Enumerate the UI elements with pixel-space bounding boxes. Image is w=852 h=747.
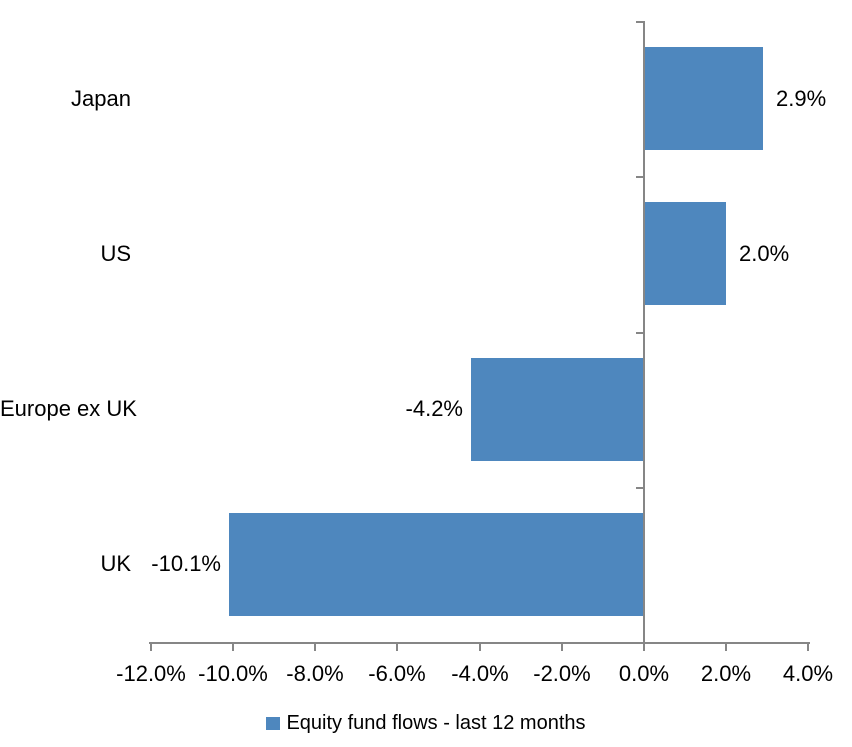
y-axis-line (643, 21, 645, 651)
y-axis-tick (636, 332, 643, 334)
x-axis-tick (396, 644, 398, 651)
bar-uk (229, 513, 644, 616)
x-tick-label: 0.0% (618, 661, 670, 686)
category-label: US (100, 241, 131, 266)
y-axis-tick (636, 487, 643, 489)
x-axis-tick (232, 644, 234, 651)
bar-value-label: 2.0% (739, 241, 790, 266)
bar-value-label: 2.9% (776, 86, 827, 111)
legend-label: Equity fund flows - last 12 months (286, 711, 586, 734)
bar-us (644, 202, 726, 305)
bar-europe-ex-uk (471, 358, 644, 461)
y-axis-tick (636, 176, 643, 178)
category-label: Europe ex UK (0, 396, 137, 421)
x-tick-label: -4.0% (451, 661, 509, 686)
bar-value-label: -4.2% (405, 396, 463, 421)
x-axis-tick (807, 644, 809, 651)
x-axis-tick (643, 644, 645, 651)
y-axis-tick (636, 21, 643, 23)
x-tick-label: 2.0% (700, 661, 752, 686)
legend-swatch-icon (266, 716, 281, 730)
x-tick-label: -10.0% (198, 661, 268, 686)
x-axis-tick (479, 644, 481, 651)
legend: Equity fund flows - last 12 months (0, 708, 852, 738)
x-tick-label: -6.0% (368, 661, 426, 686)
x-tick-label: -2.0% (533, 661, 591, 686)
x-axis-tick (561, 644, 563, 651)
x-axis-tick (725, 644, 727, 651)
x-axis-tick (314, 644, 316, 651)
x-axis-line (149, 642, 810, 644)
x-axis-tick (150, 644, 152, 651)
x-tick-label: -12.0% (116, 661, 186, 686)
bar-value-label: -10.1% (151, 551, 221, 576)
category-label: Japan (71, 86, 131, 111)
bar-japan (644, 47, 763, 150)
x-tick-label: -8.0% (286, 661, 344, 686)
x-tick-label: 4.0% (782, 661, 834, 686)
category-label: UK (100, 551, 131, 576)
